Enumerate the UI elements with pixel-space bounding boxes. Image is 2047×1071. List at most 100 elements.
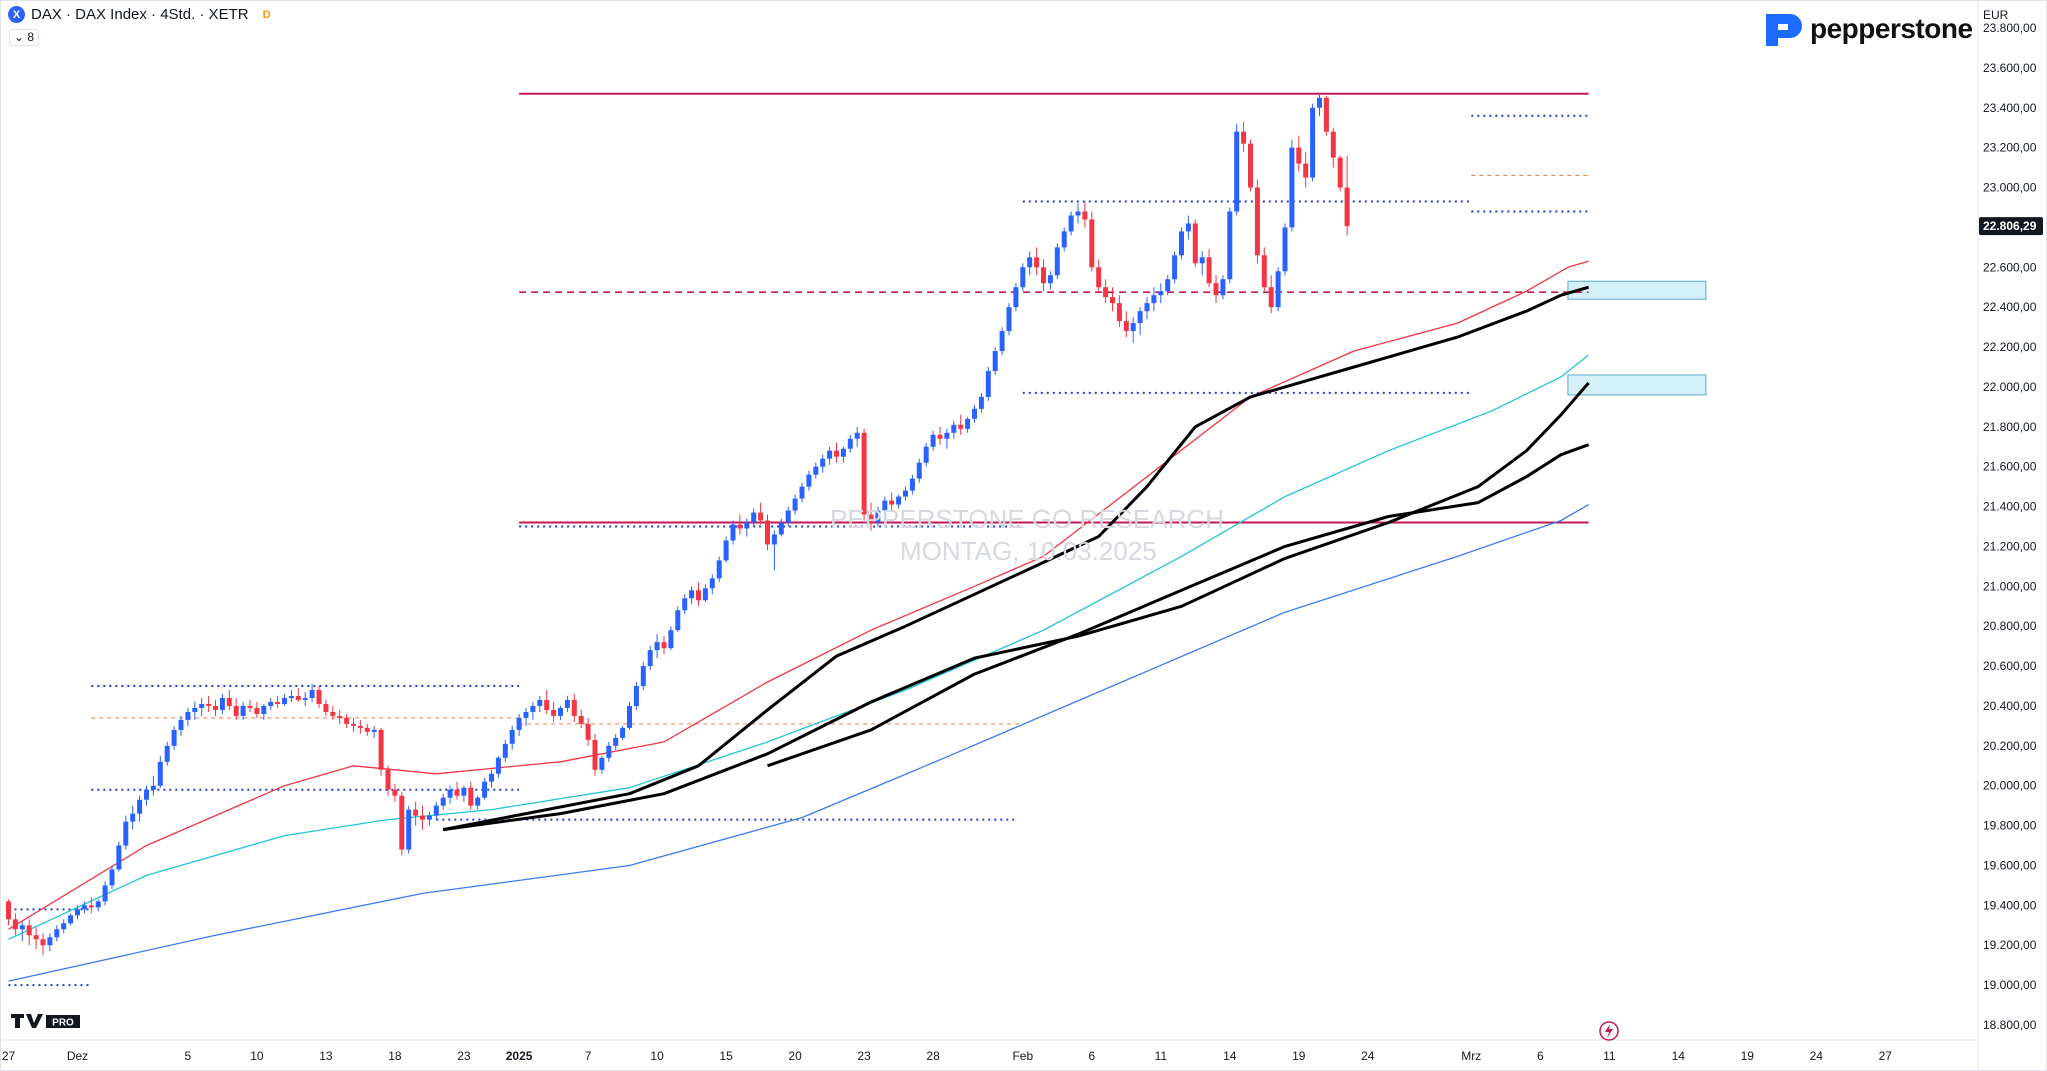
candle-body — [1296, 147, 1302, 164]
candle — [696, 582, 701, 607]
candle-body — [1220, 279, 1226, 296]
candle — [847, 434, 853, 453]
candle — [1303, 151, 1309, 188]
candle-body — [1248, 143, 1253, 188]
replay-lightning-icon[interactable] — [1598, 1020, 1620, 1042]
y-tick-label: 19.600,00 — [1983, 858, 2037, 872]
candle — [1310, 103, 1316, 182]
candle — [578, 709, 584, 728]
tradingview-pro-logo-icon[interactable]: PRO — [10, 1012, 82, 1032]
candle — [1323, 95, 1329, 136]
x-tick-label: 27 — [1879, 1049, 1893, 1063]
candle-body — [661, 642, 667, 649]
candle — [737, 514, 743, 535]
candle — [282, 693, 287, 706]
candle — [288, 690, 294, 702]
candle — [1061, 227, 1067, 252]
candle-body — [130, 813, 136, 822]
candle-body — [1075, 211, 1081, 216]
candle-body — [178, 719, 184, 730]
candle-body — [302, 697, 308, 700]
candle-body — [226, 697, 232, 706]
candle — [633, 682, 639, 710]
candle-body — [1261, 255, 1267, 288]
candle — [613, 733, 619, 750]
y-tick-label: 21.200,00 — [1983, 539, 2037, 553]
x-tick-label: 6 — [1537, 1049, 1544, 1063]
candle — [81, 901, 87, 914]
candle-body — [81, 905, 87, 910]
candle-body — [792, 498, 798, 511]
candle-body — [495, 757, 501, 774]
candle-body — [1213, 283, 1219, 296]
candle-body — [1323, 97, 1329, 132]
candle — [1296, 135, 1302, 172]
candle-body — [689, 590, 695, 599]
candle — [116, 841, 122, 872]
candle-body — [682, 598, 688, 611]
candle-body — [1068, 215, 1074, 232]
series-line-6 — [767, 443, 1590, 768]
candle-body — [116, 845, 122, 870]
candle-body — [206, 703, 212, 706]
candle — [19, 921, 25, 942]
candle — [882, 496, 888, 519]
candle — [385, 765, 391, 796]
candle — [785, 506, 791, 527]
candle — [558, 705, 563, 720]
y-tick-label: 22.200,00 — [1983, 340, 2037, 354]
candle — [88, 897, 94, 914]
candle — [1179, 227, 1184, 260]
candle — [889, 492, 895, 511]
candle — [40, 933, 46, 956]
candle-body — [1054, 247, 1060, 276]
candle — [1020, 263, 1026, 292]
candle — [351, 717, 356, 732]
chart-title[interactable]: DAX · DAX Index · 4Std. · XETR — [31, 6, 249, 23]
y-tick-label: 20.800,00 — [1983, 619, 2037, 633]
candle — [689, 586, 695, 605]
candle-body — [875, 510, 881, 523]
y-tick-label: 21.800,00 — [1983, 420, 2037, 434]
candle — [620, 725, 626, 740]
candle — [813, 462, 819, 479]
y-tick-label: 20.000,00 — [1983, 779, 2037, 793]
candle — [1158, 283, 1164, 304]
y-tick-label: 23.000,00 — [1983, 181, 2037, 195]
candle-body — [1096, 267, 1102, 288]
x-tick-label: 28 — [926, 1049, 940, 1063]
candle-body — [903, 490, 908, 497]
candle-body — [516, 717, 522, 730]
candle-body — [47, 937, 53, 946]
candle — [1027, 251, 1033, 276]
candle-body — [882, 500, 888, 511]
candle — [978, 392, 984, 413]
candle — [537, 695, 543, 712]
candle — [1337, 155, 1343, 192]
candle-body — [544, 699, 550, 710]
candle — [771, 530, 777, 571]
candle-body — [61, 923, 67, 930]
candle — [868, 502, 874, 531]
candle-body — [323, 703, 329, 712]
candle-body — [889, 500, 895, 505]
x-tick-label: Feb — [1012, 1049, 1033, 1063]
candle — [972, 404, 977, 423]
candle — [682, 594, 688, 615]
candle-body — [765, 520, 770, 545]
candle-body — [985, 370, 991, 397]
candle — [468, 781, 474, 810]
candle — [985, 366, 991, 401]
candle-body — [1344, 187, 1350, 227]
candle — [420, 805, 425, 830]
y-tick-label: 22.400,00 — [1983, 300, 2037, 314]
candle-body — [68, 915, 74, 924]
candle-body — [1116, 303, 1122, 322]
candle-body — [150, 785, 156, 790]
y-tick-label: 22.600,00 — [1983, 260, 2037, 274]
data-status-badge[interactable]: D — [262, 8, 271, 21]
indicators-toggle[interactable]: ⌄ 8 — [9, 29, 40, 46]
symbol-badge-icon[interactable]: X — [8, 6, 25, 23]
candle — [1234, 123, 1240, 216]
